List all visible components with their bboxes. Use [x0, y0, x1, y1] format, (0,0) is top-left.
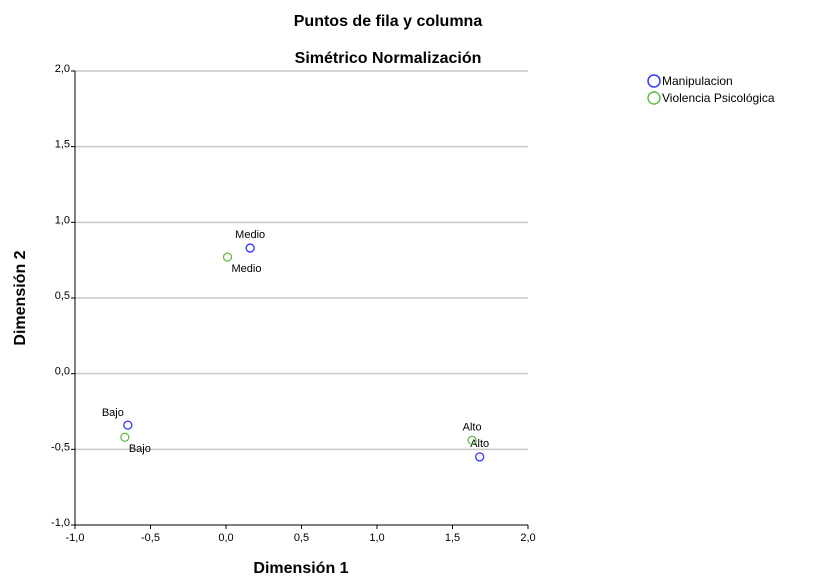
y-tick-label-1: -0,5	[51, 441, 70, 453]
y-tick-label-6: 2,0	[55, 63, 70, 75]
x-tick-label-5: 1,5	[445, 532, 460, 544]
y-tick-label-0: -1,0	[51, 517, 70, 529]
point-label-1-2: Alto	[463, 421, 482, 433]
gridlines	[75, 70, 528, 451]
y-axis-title: Dimensión 2	[12, 250, 29, 345]
point-label-0-1: Bajo	[102, 407, 124, 419]
point-0-2	[475, 452, 485, 462]
legend: Manipulacion Violencia Psicológica	[647, 74, 775, 105]
legend-marker-1	[647, 91, 661, 105]
y-tick-label-4: 1,0	[55, 214, 70, 226]
x-tick-label-0: -1,0	[66, 532, 85, 544]
x-tick-label-6: 2,0	[520, 532, 535, 544]
point-0-0	[245, 243, 255, 253]
point-1-0	[222, 252, 233, 262]
point-1-2	[467, 435, 477, 445]
point-label-0-0: Medio	[235, 229, 265, 241]
legend-marker-0	[647, 74, 661, 88]
chart-subtitle: Simétrico Normalización	[295, 50, 482, 67]
x-tick-label-4: 1,0	[369, 532, 384, 544]
x-tick-label-2: 0,0	[218, 532, 233, 544]
x-tick-label-3: 0,5	[294, 532, 309, 544]
point-label-0-2: Alto	[470, 438, 489, 450]
point-1-1	[120, 432, 130, 442]
x-axis-title: Dimensión 1	[253, 560, 348, 577]
legend-label-1: Violencia Psicológica	[662, 91, 775, 105]
data-points: Medio Bajo Alto Medio Bajo Alto	[102, 229, 489, 462]
chart-title: Puntos de fila y columna	[294, 13, 483, 30]
x-tick-label-1: -0,5	[141, 532, 160, 544]
tick-labels: -1,0 -0,5 0,0 0,5 1,0 1,5 2,0 -1,0 -0,5 0,0 0,5 1,0…	[51, 63, 536, 544]
y-tick-label-2: 0,0	[55, 366, 70, 378]
point-label-1-1: Bajo	[129, 443, 151, 455]
legend-label-0: Manipulacion	[662, 74, 733, 88]
point-label-1-0: Medio	[232, 263, 262, 275]
y-tick-label-5: 1,5	[55, 139, 70, 151]
point-0-1	[123, 420, 133, 430]
y-tick-label-3: 0,5	[55, 290, 70, 302]
axes	[71, 70, 529, 529]
